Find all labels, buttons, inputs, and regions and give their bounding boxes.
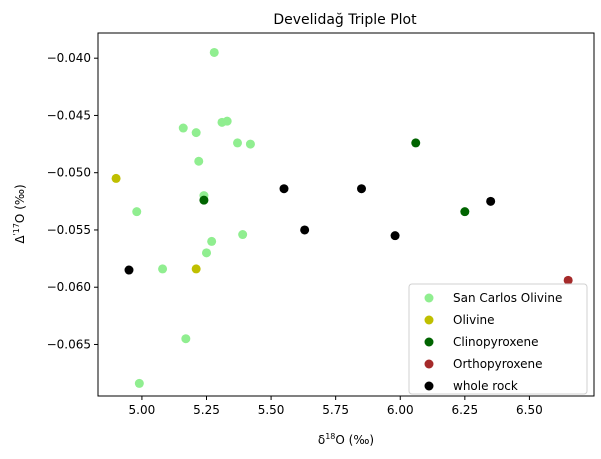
- y-axis-ticks: −0.065 −0.060 −0.055 −0.050 −0.045 −0.040: [47, 51, 98, 351]
- data-point-san-carlos-olivine: [209, 47, 219, 57]
- points-layer: [111, 47, 573, 388]
- data-point-san-carlos-olivine: [191, 128, 201, 138]
- x-tick-label: 5.50: [258, 403, 285, 417]
- data-point-san-carlos-olivine: [132, 207, 142, 217]
- legend-marker-whole-rock: [424, 381, 434, 391]
- legend-marker-san-carlos-olivine: [424, 293, 434, 303]
- data-point-whole-rock: [124, 265, 134, 275]
- data-point-san-carlos-olivine: [134, 378, 144, 388]
- legend-marker-olivine: [424, 315, 434, 325]
- data-point-orthopyroxene: [563, 275, 573, 285]
- legend-marker-orthopyroxene: [424, 359, 434, 369]
- data-point-whole-rock: [279, 184, 289, 194]
- data-point-san-carlos-olivine: [194, 156, 204, 166]
- data-point-san-carlos-olivine: [178, 123, 188, 133]
- data-point-san-carlos-olivine: [158, 264, 168, 274]
- data-point-san-carlos-olivine: [222, 116, 232, 126]
- data-point-olivine: [111, 173, 121, 183]
- data-point-san-carlos-olivine: [245, 139, 255, 149]
- x-tick-label: 5.75: [322, 403, 349, 417]
- x-tick-label: 6.50: [516, 403, 543, 417]
- x-axis-ticks: 5.00 5.25 5.50 5.75 6.00 6.25 6.50: [129, 396, 543, 417]
- data-point-clinopyroxene: [460, 207, 470, 217]
- y-tick-label: −0.040: [47, 51, 91, 65]
- x-tick-label: 6.25: [451, 403, 478, 417]
- y-tick-label: −0.050: [47, 166, 91, 180]
- legend-label-olivine: Olivine: [453, 313, 495, 327]
- x-tick-label: 6.00: [387, 403, 414, 417]
- y-tick-label: −0.045: [47, 108, 91, 122]
- x-tick-label: 5.00: [129, 403, 156, 417]
- data-point-san-carlos-olivine: [233, 138, 242, 148]
- data-point-clinopyroxene: [199, 195, 209, 205]
- y-tick-label: −0.060: [47, 280, 91, 294]
- plot-frame: [97, 32, 595, 397]
- data-point-whole-rock: [486, 196, 496, 206]
- y-tick-label: −0.055: [47, 223, 91, 237]
- data-point-san-carlos-olivine: [202, 248, 211, 258]
- legend-label-orthopyroxene: Orthopyroxene: [453, 357, 543, 371]
- data-point-whole-rock: [390, 231, 400, 241]
- data-point-clinopyroxene: [411, 138, 421, 148]
- legend-marker-clinopyroxene: [424, 337, 434, 347]
- x-tick-label: 5.25: [193, 403, 220, 417]
- chart-title: Develidağ Triple Plot: [273, 12, 417, 28]
- data-point-whole-rock: [357, 184, 366, 194]
- data-point-san-carlos-olivine: [207, 236, 217, 246]
- legend-box: [408, 283, 588, 395]
- legend-label-san-carlos-olivine: San Carlos Olivine: [453, 291, 562, 305]
- legend-label-whole-rock: whole rock: [453, 379, 518, 393]
- data-point-olivine: [191, 264, 201, 274]
- data-point-whole-rock: [300, 225, 310, 235]
- y-axis-label: Δ'17O (‰): [12, 184, 27, 243]
- legend-label-clinopyroxene: Clinopyroxene: [453, 335, 538, 349]
- data-point-san-carlos-olivine: [181, 334, 191, 344]
- y-tick-label: −0.065: [47, 337, 91, 351]
- data-point-san-carlos-olivine: [238, 230, 248, 240]
- x-axis-label: δ18O (‰): [318, 432, 374, 447]
- legend: San Carlos Olivine Olivine Clinopyroxene Or…: [408, 283, 588, 395]
